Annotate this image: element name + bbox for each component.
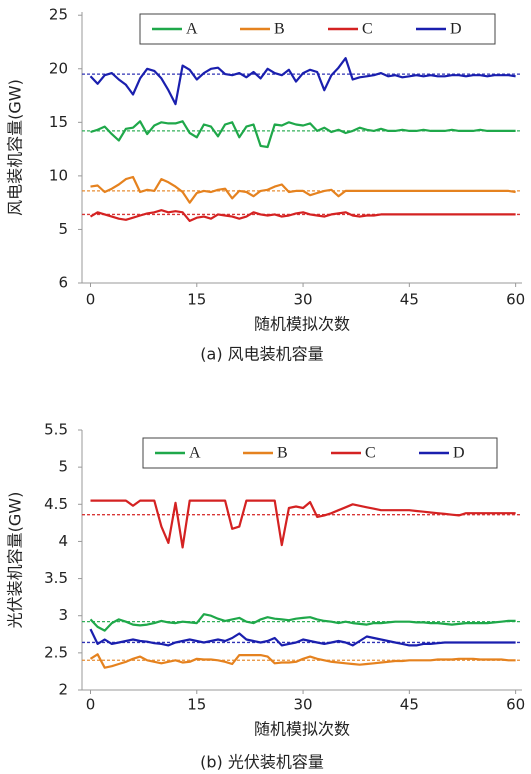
x-tick-label: 15 [187, 696, 206, 714]
legend-text: A [189, 445, 201, 462]
legend-text: B [274, 21, 285, 38]
x-tick-label: 30 [294, 696, 313, 714]
y-tick-label: 4 [58, 532, 68, 550]
y-tick-label: 3.5 [44, 569, 68, 587]
legend-text: C [362, 21, 373, 38]
chart-title: (b) 光伏装机容量 [200, 753, 324, 772]
x-tick-label: 15 [187, 291, 206, 309]
y-axis-label: 光伏装机容量(GW) [6, 492, 25, 629]
x-tick-label: 0 [86, 291, 96, 309]
legend-text: A [186, 21, 198, 38]
x-tick-label: 45 [400, 291, 419, 309]
series-line [89, 628, 516, 647]
x-tick-label: 0 [86, 696, 96, 714]
y-tick-label: 2.5 [44, 643, 68, 661]
y-tick-label: 25 [49, 6, 68, 24]
x-tick-label: 60 [506, 696, 525, 714]
y-tick-label: 3 [58, 606, 68, 624]
series-line [89, 613, 516, 632]
y-tick-label: 5.5 [44, 421, 68, 439]
x-tick-label: 30 [294, 291, 313, 309]
x-axis-label: 随机模拟次数 [254, 315, 350, 334]
y-tick-label: 20 [49, 59, 68, 77]
legend-text: B [277, 445, 288, 462]
y-tick-label: 2 [58, 681, 68, 699]
y-tick-label: 5 [58, 220, 68, 238]
series-line [89, 209, 516, 222]
series-line [90, 499, 516, 549]
series-line [89, 57, 516, 106]
y-axis-label: 风电装机容量(GW) [6, 79, 25, 216]
series-line [89, 653, 516, 669]
y-tick-label: 15 [49, 113, 68, 131]
series-line [90, 120, 516, 149]
series-line [90, 175, 516, 204]
x-axis-label: 随机模拟次数 [254, 720, 350, 739]
y-tick-label: 5 [58, 458, 68, 476]
y-tick-label: 6 [58, 274, 68, 292]
legend-text: D [453, 445, 465, 462]
y-tick-label: 4.5 [44, 495, 68, 513]
legend-text: D [450, 21, 462, 38]
x-tick-label: 45 [400, 696, 419, 714]
legend-text: C [365, 445, 376, 462]
y-tick-label: 10 [49, 166, 68, 184]
chart-title: (a) 风电装机容量 [200, 345, 323, 364]
x-tick-label: 60 [506, 291, 525, 309]
